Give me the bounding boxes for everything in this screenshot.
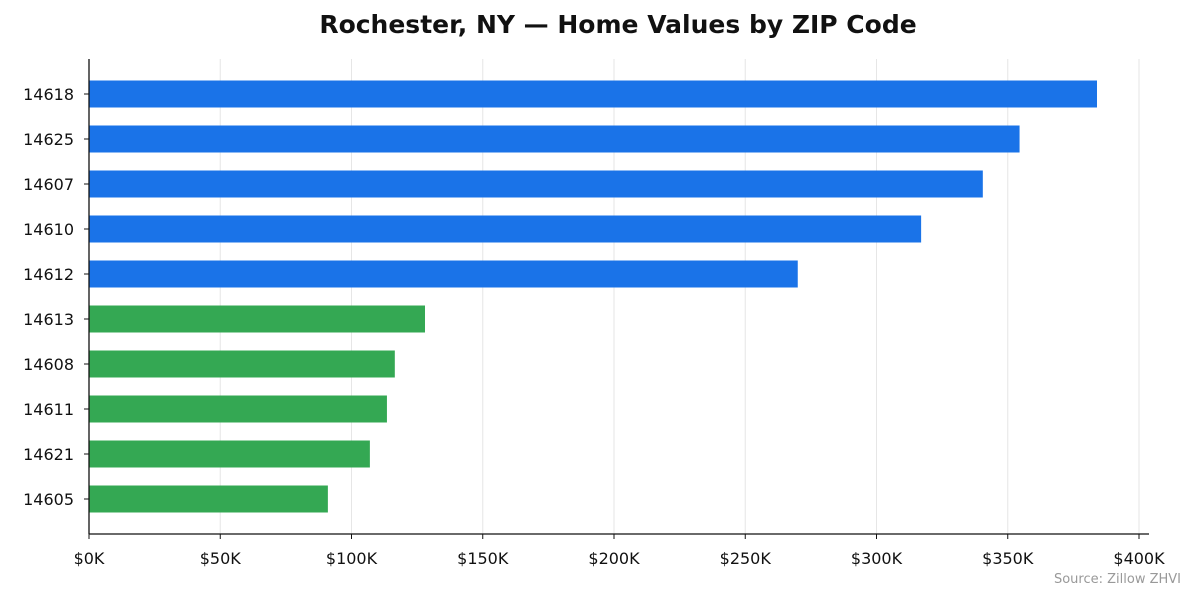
x-tick-label: $400K — [1113, 549, 1165, 568]
chart-title: Rochester, NY — Home Values by ZIP Code — [319, 10, 917, 39]
y-tick-label: 14612 — [23, 265, 74, 284]
axes — [84, 59, 1149, 539]
y-tick-label: 14605 — [23, 490, 74, 509]
bars — [89, 80, 1097, 513]
bar-14608 — [89, 350, 395, 378]
x-tick-labels: $0K $50K $100K $150K $200K $250K $300K $350K $40… — [74, 549, 1166, 568]
x-tick-label: $300K — [851, 549, 903, 568]
x-tick-label: $350K — [982, 549, 1034, 568]
y-tick-label: 14625 — [23, 130, 74, 149]
y-tick-label: 14613 — [23, 310, 74, 329]
bar-14612 — [89, 260, 798, 288]
bar-14618 — [89, 80, 1097, 108]
y-tick-labels: 14618 14625 14607 14610 14612 14613 14608 14611… — [23, 85, 74, 509]
y-tick-label: 14618 — [23, 85, 74, 104]
bar-14621 — [89, 440, 370, 468]
y-tick-label: 14610 — [23, 220, 74, 239]
x-tick-label: $0K — [74, 549, 105, 568]
bar-14610 — [89, 215, 922, 243]
x-tick-label: $100K — [326, 549, 378, 568]
x-tick-label: $150K — [457, 549, 509, 568]
y-tick-label: 14607 — [23, 175, 74, 194]
bar-14611 — [89, 395, 387, 423]
y-tick-label: 14621 — [23, 445, 74, 464]
x-tick-label: $50K — [200, 549, 242, 568]
x-tick-label: $250K — [720, 549, 772, 568]
bar-14605 — [89, 485, 328, 513]
y-tick-label: 14611 — [23, 400, 74, 419]
bar-14613 — [89, 305, 425, 333]
bar-14607 — [89, 170, 983, 198]
source-note: Source: Zillow ZHVI — [1053, 572, 1181, 587]
x-tick-label: $200K — [588, 549, 640, 568]
y-tick-label: 14608 — [23, 355, 74, 374]
bar-14625 — [89, 125, 1020, 153]
